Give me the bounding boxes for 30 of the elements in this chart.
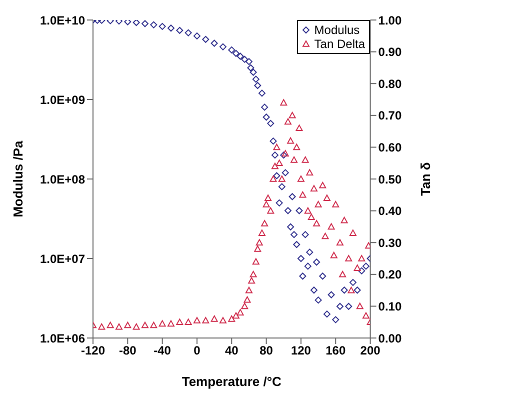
y2-tick-label: 0.70 <box>378 108 402 123</box>
x-tick-label: -40 <box>154 344 172 358</box>
legend-label: Modulus <box>314 23 360 37</box>
y-tick-label: 1.0E+07 <box>40 252 86 266</box>
y2-tick-label: 0.20 <box>378 268 402 282</box>
x-tick-label: -120 <box>80 344 106 358</box>
y2-tick-label: 1.00 <box>378 13 402 28</box>
y2-tick-label: 0.40 <box>378 204 402 218</box>
x-tick-label: 120 <box>290 344 312 358</box>
y2-tick-label: 0.30 <box>378 236 402 250</box>
y2-tick-label: 0.10 <box>378 299 402 314</box>
y2-tick-label: 0.90 <box>378 45 402 60</box>
x-tick-label: 200 <box>360 344 381 358</box>
x-tick-label: -80 <box>118 344 137 358</box>
y2-tick-label: 0.60 <box>378 140 402 154</box>
y2-tick-label: 0.50 <box>378 172 402 186</box>
x-tick-label: 40 <box>224 344 239 358</box>
x-tick-label: 160 <box>326 344 346 358</box>
x-tick-label: 0 <box>194 344 201 358</box>
y2-tick-label: 0.80 <box>378 76 402 91</box>
y2-tick-label: 0.00 <box>378 331 402 346</box>
y2-axis-title: Tan δ <box>418 162 433 196</box>
y-tick-label: 1.0E+10 <box>40 13 86 28</box>
y-tick-label: 1.0E+06 <box>40 331 86 346</box>
y-tick-label: 1.0E+09 <box>40 92 86 107</box>
legend-label: Tan Delta <box>314 37 365 51</box>
y-tick-label: 1.0E+08 <box>40 172 86 186</box>
x-tick-label: 80 <box>260 344 274 358</box>
y-axis-title: Modulus /Pa <box>10 140 26 218</box>
x-axis-title: Temperature /°C <box>182 374 282 389</box>
